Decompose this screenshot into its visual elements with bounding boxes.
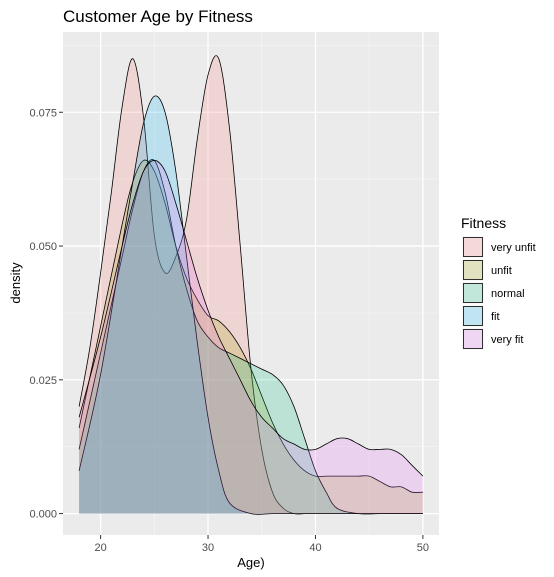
legend-swatch-very-fit bbox=[463, 329, 483, 349]
density-line-unfit bbox=[78, 159, 423, 493]
density-line-fit bbox=[78, 95, 423, 515]
chart-title: Customer Age by Fitness bbox=[63, 7, 253, 26]
legend-swatch-unfit bbox=[463, 260, 483, 280]
legend-label-fit: fit bbox=[491, 311, 500, 323]
y-tick-label: 0.025 bbox=[29, 375, 57, 387]
x-axis-ticks: 20 30 40 50 bbox=[94, 535, 429, 554]
legend-label-very-fit: very fit bbox=[491, 334, 523, 346]
x-axis-title: Age) bbox=[237, 555, 264, 570]
y-axis-ticks: 0.000 0.025 0.050 0.075 bbox=[29, 107, 63, 521]
density-area-normal bbox=[79, 159, 423, 514]
legend-swatch-very-unfit bbox=[463, 237, 483, 257]
density-area-fit bbox=[79, 95, 423, 515]
x-tick-label: 50 bbox=[417, 542, 429, 554]
legend-swatch-fit bbox=[463, 306, 483, 326]
legend-key-bg-very-unfit bbox=[461, 235, 485, 259]
density-line-very-fit bbox=[78, 160, 424, 477]
legend-key-bg-fit bbox=[461, 304, 485, 328]
legend-label-very-unfit: very unfit bbox=[491, 242, 536, 254]
legend-key-bg-normal bbox=[461, 281, 485, 305]
legend-label-normal: normal bbox=[491, 288, 525, 300]
y-tick-label: 0.050 bbox=[29, 241, 57, 253]
legend-key-bg-unfit bbox=[461, 258, 485, 282]
y-tick-label: 0.000 bbox=[29, 509, 57, 521]
density-area-very-unfit bbox=[79, 55, 423, 514]
legend-key-bg-very-fit bbox=[461, 327, 485, 351]
x-tick-label: 30 bbox=[202, 542, 214, 554]
y-axis-title: density bbox=[8, 262, 23, 304]
density-area-unfit bbox=[79, 160, 423, 514]
x-tick-label: 20 bbox=[94, 542, 106, 554]
legend-swatch-normal bbox=[463, 283, 483, 303]
legend: Fitness very unfit unfit normal fit very fit bbox=[461, 215, 536, 351]
legend-label-unfit: unfit bbox=[491, 265, 512, 277]
plot-panel bbox=[63, 32, 439, 535]
density-areas bbox=[78, 55, 424, 515]
x-tick-label: 40 bbox=[309, 542, 321, 554]
density-area-very-fit bbox=[79, 160, 423, 514]
legend-title: Fitness bbox=[461, 215, 506, 231]
y-tick-label: 0.075 bbox=[29, 107, 57, 119]
